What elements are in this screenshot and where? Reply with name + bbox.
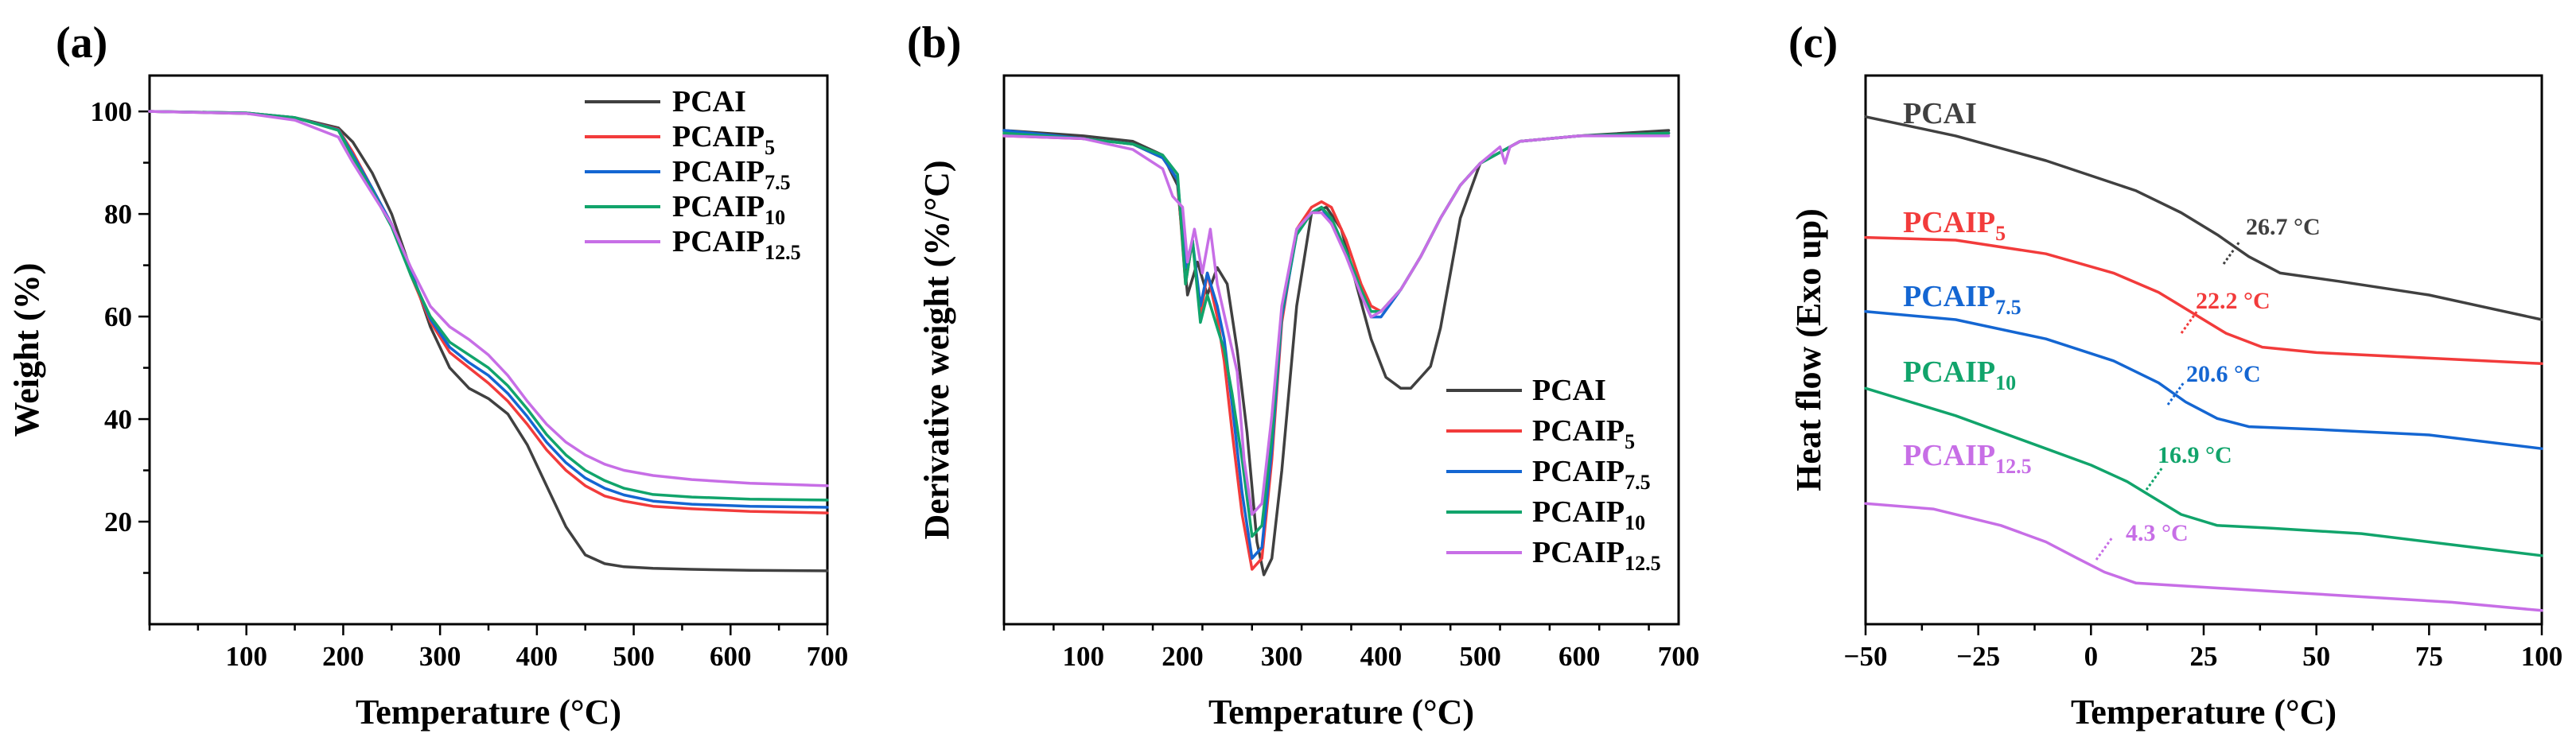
series-line-PCAI: [1864, 115, 2543, 321]
x-tick-label: 400: [516, 641, 558, 672]
legend-label: PCAI: [1532, 374, 1606, 407]
x-tick-label: 600: [1558, 641, 1601, 672]
tg-annotation: 22.2 °C: [2196, 288, 2271, 314]
x-tick-label: 0: [2084, 641, 2099, 672]
x-tick-label: 300: [419, 641, 461, 672]
panel-b: (b) 100 200 300 400 500 600 700 Temperature (°C)…: [907, 18, 1699, 732]
series-line-PCAIP5: [1864, 235, 2543, 366]
panel-title: (c): [1788, 18, 1838, 68]
series-name-label: PCAIP10: [1903, 355, 2016, 394]
x-tick-label: 500: [1459, 641, 1501, 672]
plot-frame: [1002, 74, 1680, 626]
tg-annotation: 26.7 °C: [2246, 214, 2321, 240]
y-tick-label: 40: [104, 404, 132, 435]
series-line-PCAIP12.5: [1864, 502, 2543, 612]
legend-label: PCAIP12.5: [672, 225, 801, 264]
tg-annotation: 16.9 °C: [2158, 442, 2232, 468]
x-tick-label: −25: [1956, 641, 2000, 672]
tg-annotation: 4.3 °C: [2126, 520, 2189, 546]
tg-annotation: 20.6 °C: [2186, 361, 2261, 387]
legend-label: PCAIP5: [1532, 414, 1635, 453]
x-tick-label: 200: [322, 641, 364, 672]
x-axis-label: Temperature (°C): [1208, 693, 1474, 732]
series-line-PCAIP10: [148, 110, 829, 502]
y-tick-label: 60: [104, 301, 132, 332]
x-tick-label: 75: [2415, 641, 2443, 672]
series-name-label: PCAIP12.5: [1903, 439, 2032, 478]
x-tick-label: 25: [2190, 641, 2218, 672]
y-tick-label: 80: [104, 199, 132, 230]
x-tick-label: 200: [1162, 641, 1204, 672]
y-axis-label: Heat flow (Exo up): [1789, 208, 1828, 491]
tg-marker: [2145, 467, 2164, 491]
series-name-label: PCAI: [1903, 97, 1977, 130]
series-name-label: PCAIP7.5: [1903, 280, 2021, 319]
x-tick-label: 500: [613, 641, 655, 672]
x-axis-label: Temperature (°C): [356, 693, 621, 732]
panel-title: (a): [56, 18, 107, 68]
legend-label: PCAI: [672, 85, 746, 118]
tg-marker: [2095, 537, 2114, 561]
x-tick-label: 600: [710, 641, 752, 672]
legend-label: PCAIP5: [672, 120, 775, 159]
series-line-PCAI: [1002, 129, 1671, 576]
series-line-PCAI: [148, 110, 829, 573]
x-tick-label: 400: [1360, 641, 1403, 672]
x-tick-label: 700: [1658, 641, 1700, 672]
series-name-label: PCAIP5: [1903, 206, 2006, 245]
panel-c: (c) −50 −25 0 25 50 75 100 Temperature (°C) Heat …: [1788, 18, 2562, 732]
x-axis-label: Temperature (°C): [2071, 693, 2337, 732]
panel-a: (a) 100 200 300 400 500 600 700 20 40 60 80 100 Tempe…: [7, 18, 848, 732]
series-line-PCAIP7.5: [1002, 129, 1671, 560]
x-tick-label: −50: [1844, 641, 1888, 672]
legend-label: PCAIP10: [672, 190, 785, 229]
y-axis-label: Weight (%): [7, 263, 46, 437]
legend-label: PCAIP12.5: [1532, 536, 1661, 575]
series-line-PCAIP12.5: [148, 110, 829, 487]
x-tick-label: 300: [1261, 641, 1303, 672]
x-tick-label: 100: [225, 641, 267, 672]
series-line-PCAIP10: [1864, 386, 2543, 557]
panel-title: (b): [907, 18, 961, 68]
y-tick-label: 100: [91, 96, 133, 127]
legend-label: PCAIP7.5: [1532, 455, 1651, 494]
x-tick-label: 700: [807, 641, 849, 672]
series-line-PCAIP7.5: [1864, 309, 2543, 450]
x-tick-label: 100: [2521, 641, 2563, 672]
legend-label: PCAIP10: [1532, 495, 1645, 534]
x-tick-label: 50: [2302, 641, 2330, 672]
series-line-PCAIP12.5: [1002, 134, 1671, 516]
y-axis-label: Derivative weight (%/°C): [917, 160, 956, 539]
x-tick-label: 100: [1063, 641, 1105, 672]
legend-label: PCAIP7.5: [672, 155, 791, 194]
y-tick-label: 20: [104, 507, 132, 538]
